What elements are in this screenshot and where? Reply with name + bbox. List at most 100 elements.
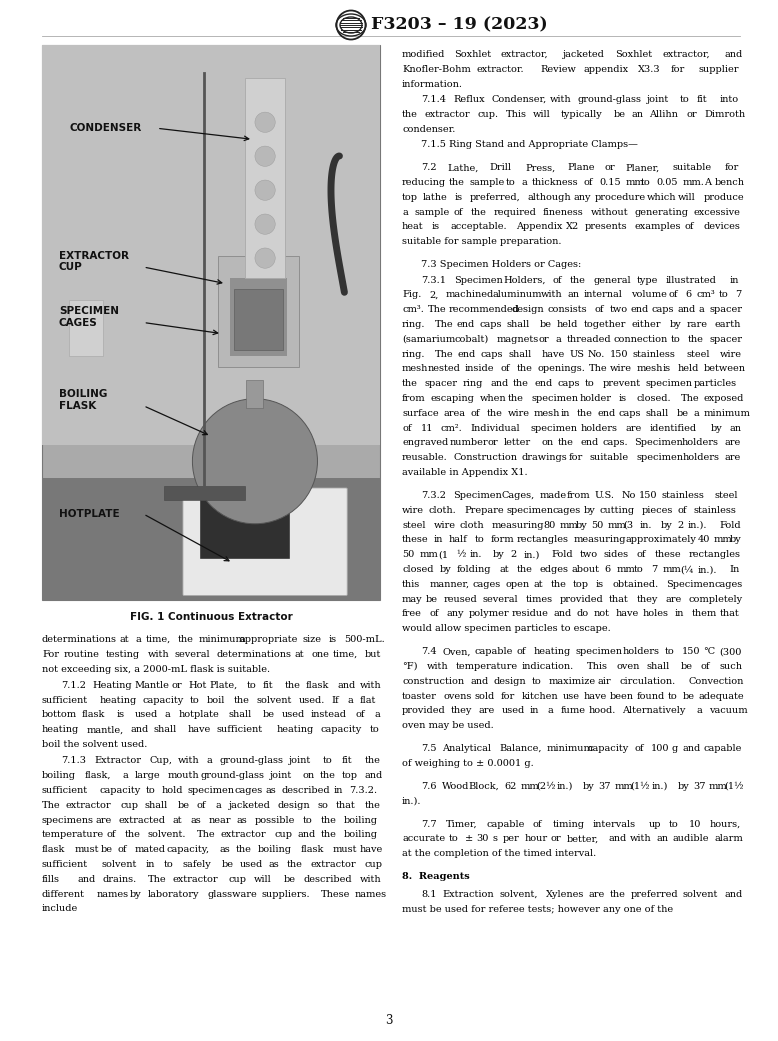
Text: and: and bbox=[678, 305, 696, 314]
Text: cm³: cm³ bbox=[696, 290, 715, 300]
Text: are: are bbox=[96, 815, 112, 824]
Text: illustrated: illustrated bbox=[665, 276, 717, 284]
Text: 7: 7 bbox=[650, 565, 657, 574]
Text: jacketed: jacketed bbox=[229, 801, 271, 810]
Text: holders: holders bbox=[580, 424, 618, 433]
Text: the: the bbox=[236, 845, 252, 855]
Text: them: them bbox=[692, 609, 717, 618]
Text: magnets: magnets bbox=[496, 335, 539, 344]
Text: air: air bbox=[597, 677, 611, 686]
Text: 62: 62 bbox=[504, 782, 517, 791]
Text: 37: 37 bbox=[599, 782, 612, 791]
Text: of: of bbox=[668, 290, 678, 300]
Text: and: and bbox=[490, 379, 508, 388]
Text: shall: shall bbox=[228, 710, 251, 719]
Text: end: end bbox=[580, 438, 598, 448]
Text: solvent.: solvent. bbox=[148, 831, 186, 839]
Text: vacuum: vacuum bbox=[709, 707, 748, 715]
Text: for: for bbox=[501, 691, 515, 701]
Text: a: a bbox=[555, 335, 561, 344]
Text: size: size bbox=[302, 635, 321, 644]
Text: information.: information. bbox=[402, 79, 463, 88]
Text: identified: identified bbox=[650, 424, 697, 433]
Text: SPECIMEN
CAGES: SPECIMEN CAGES bbox=[59, 306, 119, 328]
Text: or: or bbox=[687, 110, 697, 119]
Text: with: with bbox=[148, 650, 170, 659]
Text: Specimen: Specimen bbox=[454, 276, 503, 284]
Text: must: must bbox=[74, 845, 99, 855]
Text: per: per bbox=[503, 835, 520, 843]
Text: at: at bbox=[173, 815, 182, 824]
Text: end: end bbox=[457, 350, 476, 359]
Text: of weighing to ± 0.0001 g.: of weighing to ± 0.0001 g. bbox=[402, 759, 534, 768]
Bar bbox=[200, 500, 289, 558]
Text: steel: steel bbox=[686, 350, 710, 359]
Text: X2: X2 bbox=[566, 223, 579, 231]
Text: are: are bbox=[724, 438, 741, 448]
Text: in.).: in.). bbox=[402, 796, 422, 806]
Text: to: to bbox=[668, 691, 677, 701]
Text: sides: sides bbox=[604, 551, 629, 559]
Text: ground-glass: ground-glass bbox=[201, 771, 265, 780]
Text: the: the bbox=[576, 409, 592, 417]
Text: Soxhlet: Soxhlet bbox=[615, 50, 653, 59]
Text: bench: bench bbox=[714, 178, 745, 187]
Text: have: have bbox=[584, 691, 608, 701]
Circle shape bbox=[255, 248, 275, 269]
Text: of: of bbox=[594, 305, 604, 314]
Text: 150: 150 bbox=[639, 491, 657, 500]
Text: half: half bbox=[449, 535, 468, 544]
Text: for: for bbox=[724, 163, 739, 172]
Text: or: or bbox=[551, 835, 562, 843]
Text: mesh: mesh bbox=[636, 364, 663, 374]
Text: shall: shall bbox=[509, 350, 532, 359]
Text: CONDENSER: CONDENSER bbox=[69, 123, 142, 133]
Text: flat: flat bbox=[359, 695, 376, 705]
Text: of: of bbox=[402, 424, 412, 433]
Text: edges: edges bbox=[539, 565, 568, 574]
Text: 7.5: 7.5 bbox=[421, 744, 436, 753]
Text: preferred,: preferred, bbox=[470, 193, 520, 202]
Text: and: and bbox=[554, 609, 573, 618]
Text: minimum: minimum bbox=[198, 635, 245, 644]
Text: 0.15: 0.15 bbox=[600, 178, 621, 187]
Text: to: to bbox=[665, 648, 675, 656]
Text: is: is bbox=[595, 580, 604, 589]
Text: No: No bbox=[622, 491, 636, 500]
Text: exposed: exposed bbox=[704, 395, 745, 403]
Text: Review: Review bbox=[541, 65, 576, 74]
Text: prevent: prevent bbox=[602, 379, 640, 388]
Text: excessive: excessive bbox=[694, 207, 741, 217]
Text: shall: shall bbox=[144, 801, 167, 810]
Text: 7.3.2: 7.3.2 bbox=[421, 491, 446, 500]
Text: earth: earth bbox=[714, 320, 741, 329]
Text: X3.3: X3.3 bbox=[638, 65, 661, 74]
Text: with: with bbox=[359, 874, 381, 884]
Text: mm: mm bbox=[559, 520, 578, 530]
Text: cages: cages bbox=[714, 580, 742, 589]
Bar bbox=[247, 380, 264, 408]
Text: a: a bbox=[375, 710, 380, 719]
Text: The: The bbox=[197, 831, 216, 839]
Text: mm: mm bbox=[420, 551, 439, 559]
Text: a: a bbox=[216, 801, 221, 810]
Text: capacity: capacity bbox=[142, 695, 184, 705]
Text: This: This bbox=[506, 110, 527, 119]
Text: by: by bbox=[730, 535, 741, 544]
Text: specimen: specimen bbox=[506, 506, 553, 515]
Text: nested: nested bbox=[428, 364, 461, 374]
Text: these: these bbox=[655, 551, 682, 559]
Text: a: a bbox=[123, 771, 128, 780]
Text: manner,: manner, bbox=[429, 580, 470, 589]
Text: Extractor: Extractor bbox=[95, 757, 142, 765]
Text: mm: mm bbox=[714, 535, 733, 544]
Text: recommended: recommended bbox=[449, 305, 520, 314]
Text: that: that bbox=[335, 801, 356, 810]
Text: solvent: solvent bbox=[683, 890, 718, 898]
Text: hold: hold bbox=[162, 786, 183, 795]
Text: pieces: pieces bbox=[641, 506, 673, 515]
Text: residue: residue bbox=[511, 609, 548, 618]
Text: mated: mated bbox=[135, 845, 166, 855]
Text: flask,: flask, bbox=[85, 771, 111, 780]
Text: thickness: thickness bbox=[532, 178, 579, 187]
